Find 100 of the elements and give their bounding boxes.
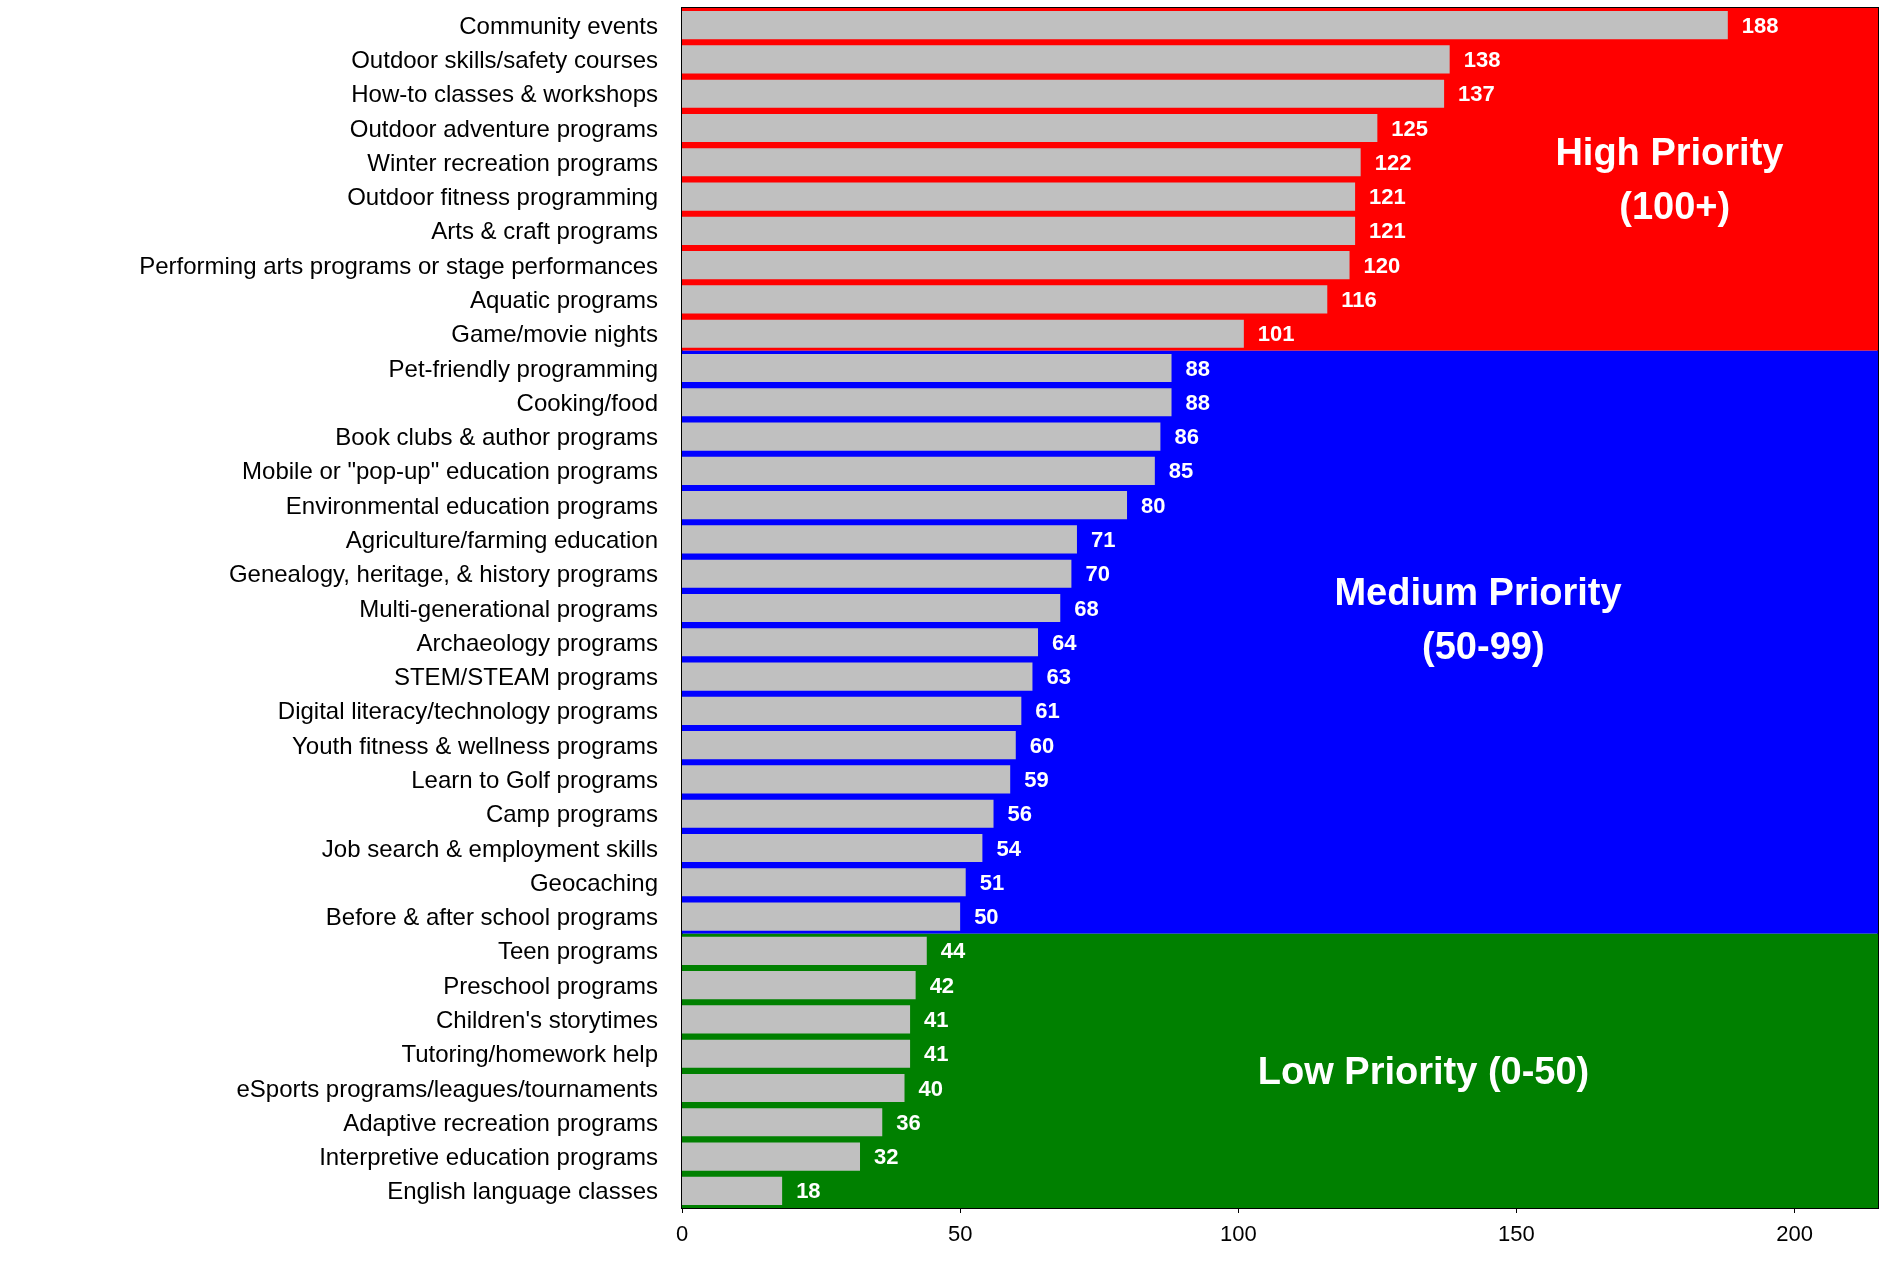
bar	[682, 113, 1378, 143]
data-label: 88	[1185, 355, 1211, 381]
data-label: 86	[1174, 424, 1199, 450]
y-tick-label: Winter recreation programs	[367, 148, 658, 176]
data-label: 188	[1741, 12, 1779, 38]
bar	[682, 696, 1022, 725]
bar	[682, 148, 1361, 177]
bar	[682, 1073, 905, 1103]
data-label: 32	[874, 1144, 899, 1170]
y-tick-label: How-to classes & workshops	[351, 80, 658, 108]
data-label: 121	[1369, 184, 1406, 210]
y-tick-label: Pet-friendly programming	[388, 354, 658, 382]
x-tick-label: 50	[947, 1220, 973, 1246]
y-tick-label: Aquatic programs	[469, 285, 658, 313]
bar	[682, 628, 1039, 657]
data-label: 18	[796, 1178, 821, 1204]
y-tick-label: English language classes	[387, 1177, 658, 1205]
x-tick-label: 150	[1498, 1220, 1535, 1246]
data-label: 68	[1074, 595, 1099, 621]
y-tick-label: Job search & employment skills	[321, 834, 658, 862]
data-label: 44	[940, 938, 966, 964]
data-label: 138	[1463, 46, 1501, 72]
bar	[682, 1108, 883, 1137]
y-tick-label: Outdoor adventure programs	[349, 114, 658, 142]
y-tick-label: eSports programs/leagues/tournaments	[236, 1074, 658, 1102]
data-label: 125	[1391, 115, 1429, 141]
y-tick-label: Book clubs & author programs	[335, 423, 658, 451]
y-tick-label: Genealogy, heritage, & history programs	[228, 560, 658, 588]
bar	[682, 422, 1161, 451]
bar	[682, 216, 1356, 245]
x-tick-label: 200	[1776, 1220, 1813, 1246]
data-label: 50	[974, 904, 999, 930]
y-tick-label: Environmental education programs	[285, 491, 658, 519]
y-tick-label: Multi-generational programs	[359, 594, 658, 622]
band-label: High Priority (100+)	[1555, 131, 1794, 228]
data-label: 60	[1029, 732, 1055, 758]
data-label: 51	[979, 869, 1005, 895]
x-tick-label: 0	[675, 1220, 689, 1246]
y-tick-label: STEM/STEAM programs	[393, 663, 658, 691]
bar	[682, 1176, 783, 1205]
y-tick-label: Camp programs	[485, 800, 658, 828]
y-tick-label: Outdoor fitness programming	[347, 183, 658, 211]
bar	[682, 593, 1061, 623]
bar	[682, 936, 927, 965]
bar	[682, 182, 1356, 211]
data-label: 137	[1458, 81, 1495, 107]
bar	[682, 251, 1350, 280]
y-tick-label: Mobile or "pop-up" education programs	[242, 457, 658, 485]
y-tick-label: Tutoring/homework help	[401, 1040, 658, 1068]
y-tick-label: Archaeology programs	[416, 628, 658, 656]
data-label: 70	[1085, 561, 1110, 587]
bar	[682, 902, 961, 931]
bar	[682, 491, 1128, 520]
bar	[682, 971, 916, 1000]
bar	[682, 868, 966, 897]
data-label: 101	[1257, 321, 1295, 347]
bar	[682, 799, 994, 828]
y-tick-label: Interpretive education programs	[319, 1143, 658, 1171]
bar	[682, 833, 983, 863]
bar	[682, 731, 1016, 760]
y-tick-label: Cooking/food	[516, 388, 658, 416]
y-tick-label: Arts & craft programs	[431, 217, 658, 245]
data-label: 42	[929, 972, 955, 998]
y-tick-label: Learn to Golf programs	[411, 765, 658, 793]
bar	[682, 388, 1172, 417]
bar	[682, 525, 1077, 554]
data-label: 61	[1035, 698, 1060, 724]
data-label: 59	[1024, 766, 1049, 792]
data-label: 41	[924, 1041, 949, 1067]
bar	[682, 45, 1450, 74]
data-label: 56	[1007, 801, 1032, 827]
bar	[682, 1005, 911, 1034]
y-tick-label: Agriculture/farming education	[345, 525, 658, 553]
y-tick-label: Preschool programs	[443, 971, 658, 999]
data-label: 71	[1090, 526, 1116, 552]
bar	[682, 353, 1172, 383]
y-tick-label: Before & after school programs	[325, 903, 658, 931]
bar	[682, 79, 1445, 108]
y-tick-label: Geocaching	[529, 868, 658, 896]
bar	[682, 11, 1728, 40]
y-tick-label: Performing arts programs or stage performances	[139, 251, 658, 279]
data-label: 116	[1341, 286, 1377, 312]
y-tick-label: Game/movie nights	[451, 320, 658, 348]
x-tick-label: 100	[1219, 1220, 1257, 1246]
data-label: 41	[924, 1006, 949, 1032]
y-tick-label: Youth fitness & wellness programs	[292, 731, 658, 759]
data-label: 64	[1052, 629, 1078, 655]
data-label: 85	[1168, 458, 1194, 484]
data-label: 54	[996, 835, 1022, 861]
bar	[682, 662, 1033, 691]
data-label: 80	[1141, 492, 1166, 518]
bar	[682, 559, 1072, 588]
data-label: 122	[1374, 149, 1412, 175]
bar	[682, 765, 1011, 794]
y-tick-label: Teen programs	[497, 937, 658, 965]
data-label: 121	[1369, 218, 1406, 244]
bar	[682, 456, 1155, 485]
y-tick-label: Digital literacy/technology programs	[277, 697, 658, 725]
bar	[682, 1039, 911, 1068]
y-tick-label: Community events	[459, 11, 658, 39]
